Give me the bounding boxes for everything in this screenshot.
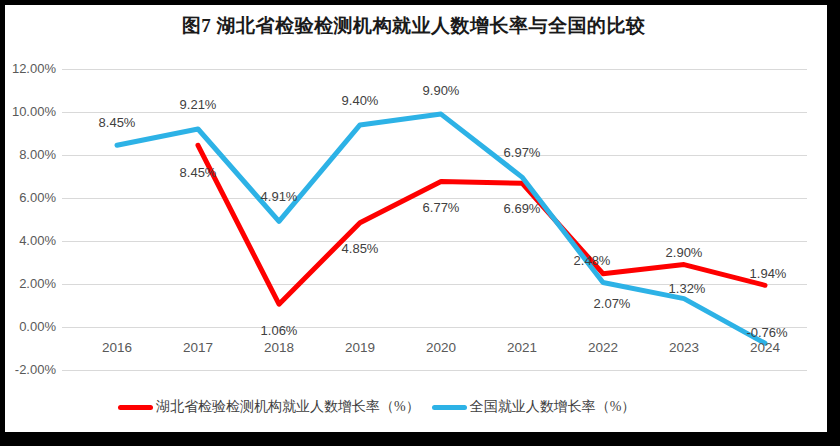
y-axis-tick-label: 8.00%: [0, 147, 56, 163]
legend-item-1: 全国就业人数增长率（%）: [432, 398, 636, 416]
legend-line-swatch: [432, 405, 467, 410]
data-label: 8.45%: [99, 115, 136, 130]
y-axis-tick-label: 10.00%: [0, 104, 56, 120]
x-axis-tick-label: 2024: [735, 340, 795, 356]
data-label: 1.32%: [669, 280, 706, 295]
figure-frame: 12.00% 10.00% 8.00% 6.00% 4.00% 2.00% 0.00% -2.…: [0, 0, 840, 446]
legend-label: 全国就业人数增长率（%）: [470, 398, 636, 416]
data-label: 8.45%: [180, 165, 217, 180]
x-axis-tick-label: 2019: [330, 340, 390, 356]
data-label: 4.91%: [261, 189, 298, 204]
x-axis-tick-label: 2018: [249, 340, 309, 356]
x-axis-tick-label: 2017: [168, 340, 228, 356]
data-label: 6.69%: [504, 201, 541, 216]
y-axis-tick-label: 0.00%: [0, 319, 56, 335]
data-label: 2.90%: [666, 244, 703, 259]
series-line-1: [117, 114, 765, 343]
x-axis-tick-label: 2022: [573, 340, 633, 356]
legend-label: 湖北省检验检测机构就业人数增长率（%）: [156, 398, 420, 416]
data-label: 9.40%: [342, 92, 379, 107]
chart-title: 图7 湖北省检验检测机构就业人数增长率与全国的比较: [0, 13, 827, 39]
line-chart: [0, 0, 840, 446]
data-label: -0.76%: [746, 325, 787, 340]
data-label: 1.94%: [750, 266, 787, 281]
data-label: 6.77%: [423, 200, 460, 215]
x-axis-tick-label: 2023: [654, 340, 714, 356]
data-label: 2.48%: [574, 252, 611, 267]
x-axis-tick-label: 2016: [87, 340, 147, 356]
y-axis-tick-label: -2.00%: [0, 362, 56, 378]
y-axis-tick-label: 2.00%: [0, 276, 56, 292]
legend: 湖北省检验检测机构就业人数增长率（%） 全国就业人数增长率（%）: [118, 398, 635, 416]
data-label: 2.07%: [594, 296, 631, 311]
data-label: 9.90%: [423, 83, 460, 98]
y-axis-tick-label: 6.00%: [0, 190, 56, 206]
legend-line-swatch: [118, 405, 153, 410]
x-axis-tick-label: 2020: [411, 340, 471, 356]
data-label: 9.21%: [180, 96, 217, 111]
y-axis-tick-label: 4.00%: [0, 233, 56, 249]
data-label: 1.06%: [261, 323, 298, 338]
data-label: 4.85%: [342, 240, 379, 255]
data-label: 6.97%: [504, 145, 541, 160]
legend-item-0: 湖北省检验检测机构就业人数增长率（%）: [118, 398, 420, 416]
y-axis-tick-label: 12.00%: [0, 61, 56, 77]
x-axis-tick-label: 2021: [492, 340, 552, 356]
